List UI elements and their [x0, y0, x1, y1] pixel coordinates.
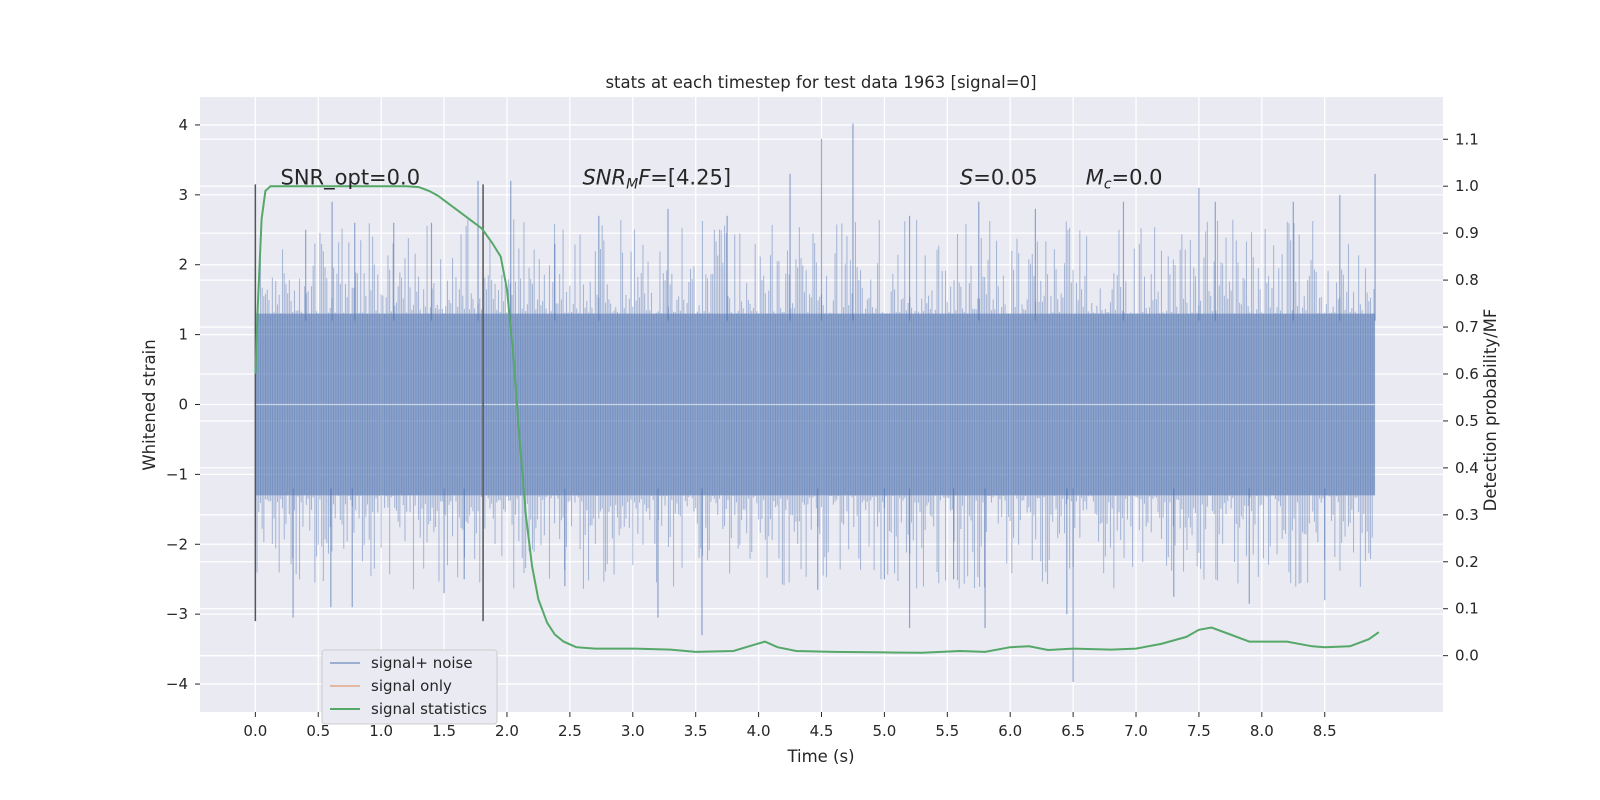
- y-tick-label: 3: [178, 186, 188, 204]
- x-tick-label: 5.5: [935, 722, 959, 740]
- x-tick-label: 2.0: [495, 722, 519, 740]
- x-tick-label: 6.0: [998, 722, 1022, 740]
- x-tick-label: 3.5: [684, 722, 708, 740]
- x-tick-label: 6.5: [1061, 722, 1085, 740]
- annotations: SNR_opt=0.0 SNRMF=[4.25] S=0.05 Mc​=0.0: [281, 165, 1163, 192]
- y2-tick-label: 0.5: [1455, 412, 1479, 430]
- annotation-mc: Mc​=0.0: [1086, 165, 1163, 192]
- x-tick-label: 2.5: [558, 722, 582, 740]
- y2-tick-label: 1.0: [1455, 177, 1479, 195]
- legend-box: [321, 649, 498, 725]
- y2-tick-label: 0.1: [1455, 600, 1479, 618]
- y-tick-label: 1: [178, 326, 188, 344]
- x-tick-label: 4.0: [747, 722, 771, 740]
- y2-tick-label: 1.1: [1455, 130, 1479, 148]
- annotation-s-stat: S=0.05: [960, 165, 1038, 189]
- x-tick-label: 0.0: [243, 722, 267, 740]
- y2-tick-label: 0.6: [1455, 365, 1479, 383]
- y2-tick-label: 0.3: [1455, 506, 1479, 524]
- y2-tick-labels: 1.1 1.0 0.9 0.8 0.7 0.6 0.5 0.4 0.3 0.2 0.1 0.0: [1443, 130, 1479, 665]
- y-axis-label: Whitened strain: [140, 339, 159, 470]
- x-tick-label: 1.0: [369, 722, 393, 740]
- annotation-snr-mf: SNRMF=[4.25]: [582, 165, 731, 192]
- y-tick-label: 4: [178, 116, 188, 134]
- legend: signal+ noise signal only signal statist…: [321, 649, 498, 725]
- statistics-series: [254, 185, 1380, 654]
- x-tick-label: 3.0: [621, 722, 645, 740]
- x-tick-label: 0.5: [306, 722, 330, 740]
- x-tick-labels: 0.0 0.5 1.0 1.5 2.0 2.5 3.0 3.5 4.0 4.5 5.0 5.5 6.0 6…: [243, 712, 1337, 740]
- statistics-line: [254, 185, 1380, 654]
- y2-tick-label: 0.4: [1455, 459, 1479, 477]
- x-tick-label: 5.0: [872, 722, 896, 740]
- y-tick-label: −4: [166, 675, 188, 693]
- y-tick-label: 2: [178, 256, 188, 274]
- y2-tick-label: 0.9: [1455, 224, 1479, 242]
- x-tick-label: 4.5: [810, 722, 834, 740]
- x-tick-label: 7.0: [1124, 722, 1148, 740]
- y-tick-labels: 4 3 2 1 0 −1 −2 −3 −4: [166, 116, 200, 693]
- noise-series: [254, 123, 1376, 682]
- x-tick-label: 8.0: [1250, 722, 1274, 740]
- x-tick-label: 8.5: [1313, 722, 1337, 740]
- y-tick-label: −1: [166, 465, 188, 483]
- annotation-snr-opt: SNR_opt=0.0: [281, 165, 421, 190]
- x-axis-label: Time (s): [786, 747, 854, 766]
- x-tick-label: 1.5: [432, 722, 456, 740]
- y2-tick-label: 0.2: [1455, 553, 1479, 571]
- y2-axis-label: Detection probability/MF: [1481, 309, 1500, 512]
- legend-label-noise: signal+ noise: [371, 654, 473, 672]
- y2-tick-label: 0.7: [1455, 318, 1479, 336]
- legend-label-signal: signal only: [371, 677, 452, 695]
- y-tick-label: −2: [166, 535, 188, 553]
- y-tick-label: −3: [166, 605, 188, 623]
- y-tick-label: 0: [178, 396, 188, 414]
- legend-label-statistics: signal statistics: [371, 700, 487, 718]
- chart-title: stats at each timestep for test data 196…: [605, 73, 1036, 92]
- y2-tick-label: 0.8: [1455, 271, 1479, 289]
- vertical-markers: [254, 184, 484, 622]
- x-tick-label: 7.5: [1187, 722, 1211, 740]
- y2-tick-label: 0.0: [1455, 647, 1479, 665]
